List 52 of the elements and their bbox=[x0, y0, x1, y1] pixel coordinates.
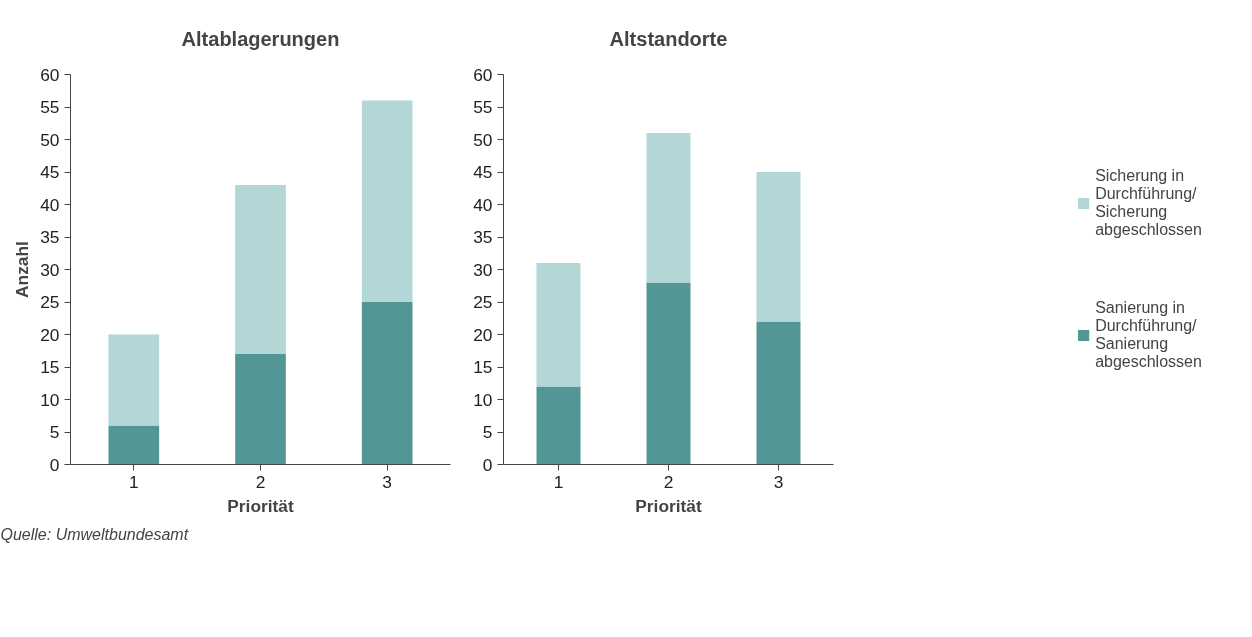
y-tick-label: 0 bbox=[482, 454, 493, 475]
source-note: Quelle: Umweltbundesamt bbox=[0, 525, 189, 543]
x-tick-label: 1 bbox=[129, 471, 139, 492]
y-tick-label: 25 bbox=[473, 292, 493, 312]
y-tick-label: 55 bbox=[473, 97, 493, 117]
legend-label: Sanierung in Durchführung/ Sanierung abgeschlossen bbox=[1095, 299, 1202, 371]
bar bbox=[108, 425, 160, 465]
bar bbox=[536, 263, 581, 387]
y-tick-label: 40 bbox=[40, 194, 60, 215]
y-tick-label: 60 bbox=[473, 64, 493, 85]
x-tick-label: 3 bbox=[382, 471, 392, 492]
y-axis-title: Anzahl bbox=[12, 241, 33, 298]
y-tick-label: 5 bbox=[49, 422, 60, 442]
y-tick-label: 55 bbox=[40, 97, 60, 117]
y-tick-label: 60 bbox=[40, 64, 60, 85]
y-tick-label: 15 bbox=[40, 357, 60, 377]
bar bbox=[646, 282, 691, 465]
y-tick-label: 25 bbox=[40, 292, 60, 312]
y-tick-label: 45 bbox=[40, 162, 60, 182]
x-tick-label: 3 bbox=[773, 471, 784, 492]
y-tick-label: 50 bbox=[40, 129, 60, 150]
x-axis-title: Priorität bbox=[635, 495, 702, 516]
y-tick-label: 35 bbox=[473, 227, 493, 247]
x-axis-title: Priorität bbox=[227, 495, 294, 516]
chart-title: Altstandorte bbox=[609, 27, 728, 50]
bar bbox=[536, 386, 581, 465]
bar bbox=[361, 302, 413, 465]
y-tick-label: 40 bbox=[473, 194, 493, 215]
y-tick-label: 35 bbox=[40, 227, 60, 247]
bar bbox=[646, 133, 691, 283]
y-tick-label: 20 bbox=[473, 324, 493, 345]
x-tick-label: 2 bbox=[663, 471, 674, 492]
x-tick-label: 2 bbox=[255, 471, 266, 492]
y-tick-label: 30 bbox=[473, 259, 493, 280]
x-tick-label: 1 bbox=[553, 471, 564, 492]
bar bbox=[235, 354, 286, 465]
bar bbox=[756, 321, 801, 465]
y-tick-label: 5 bbox=[482, 422, 493, 442]
y-tick-label: 0 bbox=[49, 454, 60, 475]
bar bbox=[361, 100, 413, 302]
y-tick-label: 10 bbox=[473, 389, 493, 410]
y-tick-label: 50 bbox=[473, 129, 493, 150]
y-tick-label: 45 bbox=[473, 162, 493, 182]
chart-title: Altablagerungen bbox=[181, 27, 340, 50]
y-tick-label: 15 bbox=[473, 357, 493, 377]
y-tick-label: 20 bbox=[40, 324, 60, 345]
y-tick-label: 10 bbox=[40, 389, 60, 410]
bar bbox=[756, 172, 801, 322]
y-tick-label: 30 bbox=[40, 259, 60, 280]
bar bbox=[108, 334, 160, 426]
bar bbox=[235, 185, 286, 354]
legend-label: Sicherung in Durchführung/ Sicherung abgeschlossen bbox=[1095, 167, 1202, 239]
